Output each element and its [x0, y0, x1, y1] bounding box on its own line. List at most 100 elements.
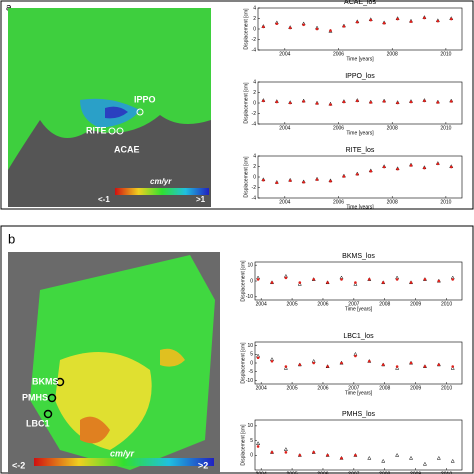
model-point	[449, 165, 453, 169]
x-tick-label: 2006	[333, 199, 344, 205]
model-point	[270, 451, 274, 454]
x-tick-label: 2006	[333, 125, 344, 131]
observation	[283, 365, 288, 370]
panel-a-frame	[0, 0, 474, 210]
model-point	[369, 101, 373, 104]
y-tick-label: -4	[252, 121, 257, 127]
model-point	[409, 361, 413, 365]
y-tick-label: 0	[250, 278, 253, 284]
x-tick-label: 2007	[348, 471, 359, 474]
model-point	[270, 281, 274, 284]
chart-title: BKMS_los	[342, 253, 375, 260]
station-label: IPPO	[134, 94, 156, 104]
model-point	[315, 27, 319, 31]
model-point	[449, 100, 453, 103]
model-point	[395, 365, 399, 368]
x-tick-label: 2008	[387, 199, 398, 205]
observation	[436, 455, 441, 460]
x-tick-label: 2008	[379, 471, 390, 474]
model-point	[369, 18, 373, 22]
map-a: IPPO RITE ACAE cm/yr <-1 >1	[8, 8, 211, 207]
x-tick-label: 2010	[441, 301, 452, 307]
y-tick-label: 4	[253, 5, 256, 11]
y-tick-label: 4	[253, 79, 256, 85]
model-point	[284, 451, 288, 454]
y-axis-label: Displacement [cm]	[243, 8, 249, 50]
plot-frame	[254, 419, 463, 471]
model-point	[423, 99, 426, 103]
x-tick-label: 2006	[317, 301, 328, 307]
station-label: LBC1	[26, 418, 50, 428]
model-point	[368, 278, 371, 281]
station-label: RITE	[86, 125, 107, 135]
model-point	[382, 100, 386, 103]
y-tick-label: -2	[252, 185, 257, 191]
x-axis-label: Time [years]	[346, 204, 374, 210]
model-point	[288, 26, 292, 30]
y-tick-label: -10	[246, 294, 253, 300]
model-point	[284, 276, 288, 280]
model-point	[340, 361, 343, 365]
model-point	[256, 278, 260, 281]
model-point	[396, 17, 399, 21]
observation	[395, 452, 400, 457]
model-point	[409, 164, 413, 167]
model-point	[256, 445, 260, 448]
observation	[450, 365, 455, 370]
x-tick-label: 2010	[440, 51, 451, 57]
y-tick-label: 2	[253, 16, 256, 22]
model-point	[369, 169, 373, 173]
y-tick-label: -4	[252, 47, 257, 53]
x-axis-label: Time [years]	[345, 306, 373, 312]
model-point	[288, 101, 292, 105]
model-point	[451, 278, 455, 281]
y-tick-label: 0	[253, 174, 256, 180]
model-point	[284, 365, 288, 368]
model-point	[275, 181, 279, 185]
model-point	[437, 363, 441, 367]
colorbar-min: <-1	[98, 195, 110, 204]
x-tick-label: 2010	[441, 385, 452, 391]
y-tick-label: 4	[253, 153, 256, 159]
y-tick-label: 0	[253, 100, 256, 106]
y-axis-label: Displacement [cm]	[243, 82, 249, 124]
model-point	[262, 99, 265, 103]
y-tick-label: 10	[247, 423, 253, 429]
chart-title: LBC1_los	[343, 333, 374, 340]
model-point	[382, 21, 386, 25]
model-point	[356, 173, 359, 176]
model-point	[342, 175, 346, 178]
model-point	[381, 363, 385, 367]
model-point	[288, 179, 292, 182]
map-b: BKMS PMHS LBC1 cm/yr <-2 >2	[8, 252, 220, 474]
observation	[256, 441, 261, 445]
x-tick-label: 2004	[256, 385, 267, 391]
x-tick-label: 2006	[317, 385, 328, 391]
x-tick-label: 2007	[348, 385, 359, 391]
model-point	[396, 101, 399, 105]
station-label: PMHS	[22, 392, 48, 402]
model-point	[270, 359, 274, 363]
model-point	[409, 281, 413, 284]
station-label: ACAE	[114, 144, 140, 154]
y-tick-label: 0	[253, 26, 256, 32]
model-point	[436, 101, 440, 104]
observation	[422, 461, 427, 466]
plot-frame	[257, 155, 463, 199]
y-axis-label: Displacement [cm]	[243, 156, 249, 198]
model-point	[423, 166, 426, 170]
x-tick-label: 2004	[256, 301, 267, 307]
chart-title: IPPO_los	[345, 73, 375, 80]
model-point	[437, 279, 441, 283]
model-point	[312, 451, 316, 454]
model-point	[256, 356, 260, 360]
observation	[297, 281, 302, 286]
y-tick-label: -2	[252, 111, 257, 117]
colorbar-unit: cm/yr	[110, 448, 135, 458]
model-point	[368, 359, 371, 363]
model-point	[315, 178, 319, 181]
observation	[283, 447, 288, 451]
colorbar-max: >1	[196, 195, 206, 204]
plot-frame	[254, 341, 463, 385]
